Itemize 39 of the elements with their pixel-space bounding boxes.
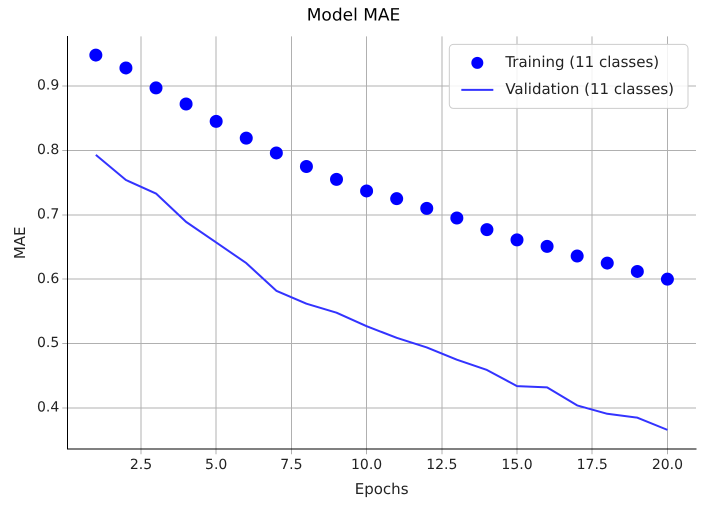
point <box>660 272 674 286</box>
x-tick-label: 20.0 <box>652 457 684 474</box>
point <box>180 98 193 111</box>
legend-label: Training (11 classes) <box>504 52 660 71</box>
point <box>450 212 464 225</box>
point <box>330 172 344 186</box>
point <box>89 48 102 62</box>
point <box>270 146 283 160</box>
y-axis-title: MAE <box>10 226 29 260</box>
y-tick-label: 0.8 <box>37 142 60 158</box>
point <box>510 233 524 246</box>
y-tick-label: 0.6 <box>37 270 60 287</box>
x-axis-title: Epochs <box>354 480 409 498</box>
y-tick-label: 0.5 <box>37 335 60 352</box>
x-tick-label: 5.0 <box>205 457 228 474</box>
point <box>150 81 163 94</box>
point <box>240 132 253 145</box>
point <box>360 184 374 198</box>
point <box>300 160 313 173</box>
x-tick-label: 15.0 <box>501 457 533 474</box>
point <box>119 61 132 74</box>
x-tick-label: 10.0 <box>351 457 382 474</box>
point <box>210 114 223 128</box>
point <box>570 250 584 262</box>
chart-title: Model MAE <box>306 6 400 26</box>
y-tick-label: 0.4 <box>37 400 60 416</box>
y-tick-label: 0.9 <box>37 78 60 94</box>
point <box>480 223 494 236</box>
y-tick-label: 0.7 <box>37 206 60 222</box>
point <box>600 256 614 270</box>
x-tick-label: 7.5 <box>280 457 303 474</box>
point <box>540 240 554 253</box>
x-tick-label: 12.5 <box>426 457 458 474</box>
x-tick-label: 2.5 <box>130 457 152 474</box>
legend-label: Validation (11 classes) <box>505 80 674 98</box>
point <box>420 202 434 215</box>
x-tick-label: 17.5 <box>576 457 608 474</box>
point <box>630 264 644 278</box>
point <box>390 192 404 206</box>
